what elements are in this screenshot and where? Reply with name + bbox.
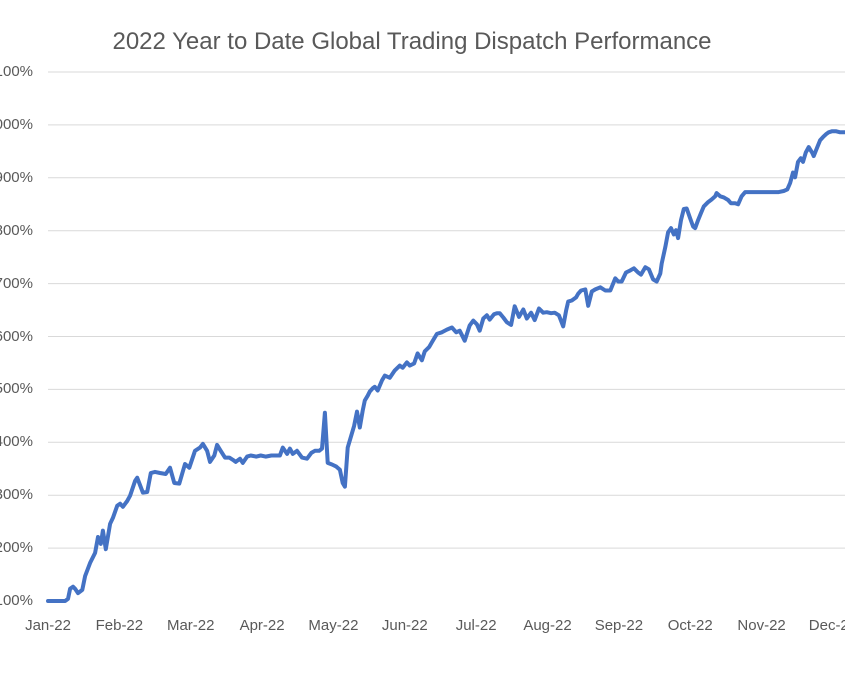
x-axis-label: Dec-22 bbox=[808, 617, 845, 634]
y-axis-label: 1100% bbox=[0, 63, 33, 80]
x-axis-label: Jul-22 bbox=[455, 617, 497, 634]
x-axis-label: Apr-22 bbox=[239, 617, 285, 634]
y-axis-label: 1000% bbox=[0, 115, 33, 133]
gridlines bbox=[48, 71, 845, 549]
y-axis-label: 500% bbox=[0, 380, 33, 398]
y-axis-label: 800% bbox=[0, 221, 33, 239]
x-axis-label: Oct-22 bbox=[667, 617, 713, 634]
y-axis-label: 600% bbox=[0, 327, 33, 345]
chart-title: 2022 Year to Date Global Trading Dispatc… bbox=[112, 28, 712, 55]
y-axis-label: 900% bbox=[0, 168, 33, 186]
y-axis-label: 700% bbox=[0, 274, 33, 292]
y-axis-label: 300% bbox=[0, 486, 33, 504]
performance-line bbox=[46, 129, 845, 603]
x-axis-label: Sep-22 bbox=[594, 617, 644, 634]
x-axis-label: Feb-22 bbox=[95, 617, 144, 634]
y-axis-label: 100% bbox=[0, 592, 33, 609]
x-axis-label: Nov-22 bbox=[737, 617, 786, 634]
x-axis-label: Aug-22 bbox=[523, 617, 572, 634]
x-axis-label: Mar-22 bbox=[166, 617, 215, 634]
x-axis-label: Jan-22 bbox=[25, 617, 71, 634]
x-axis-label: May-22 bbox=[308, 617, 359, 634]
x-axis-label: Jun-22 bbox=[381, 617, 428, 634]
y-axis-label: 400% bbox=[0, 433, 33, 451]
y-axis-label: 200% bbox=[0, 539, 33, 557]
